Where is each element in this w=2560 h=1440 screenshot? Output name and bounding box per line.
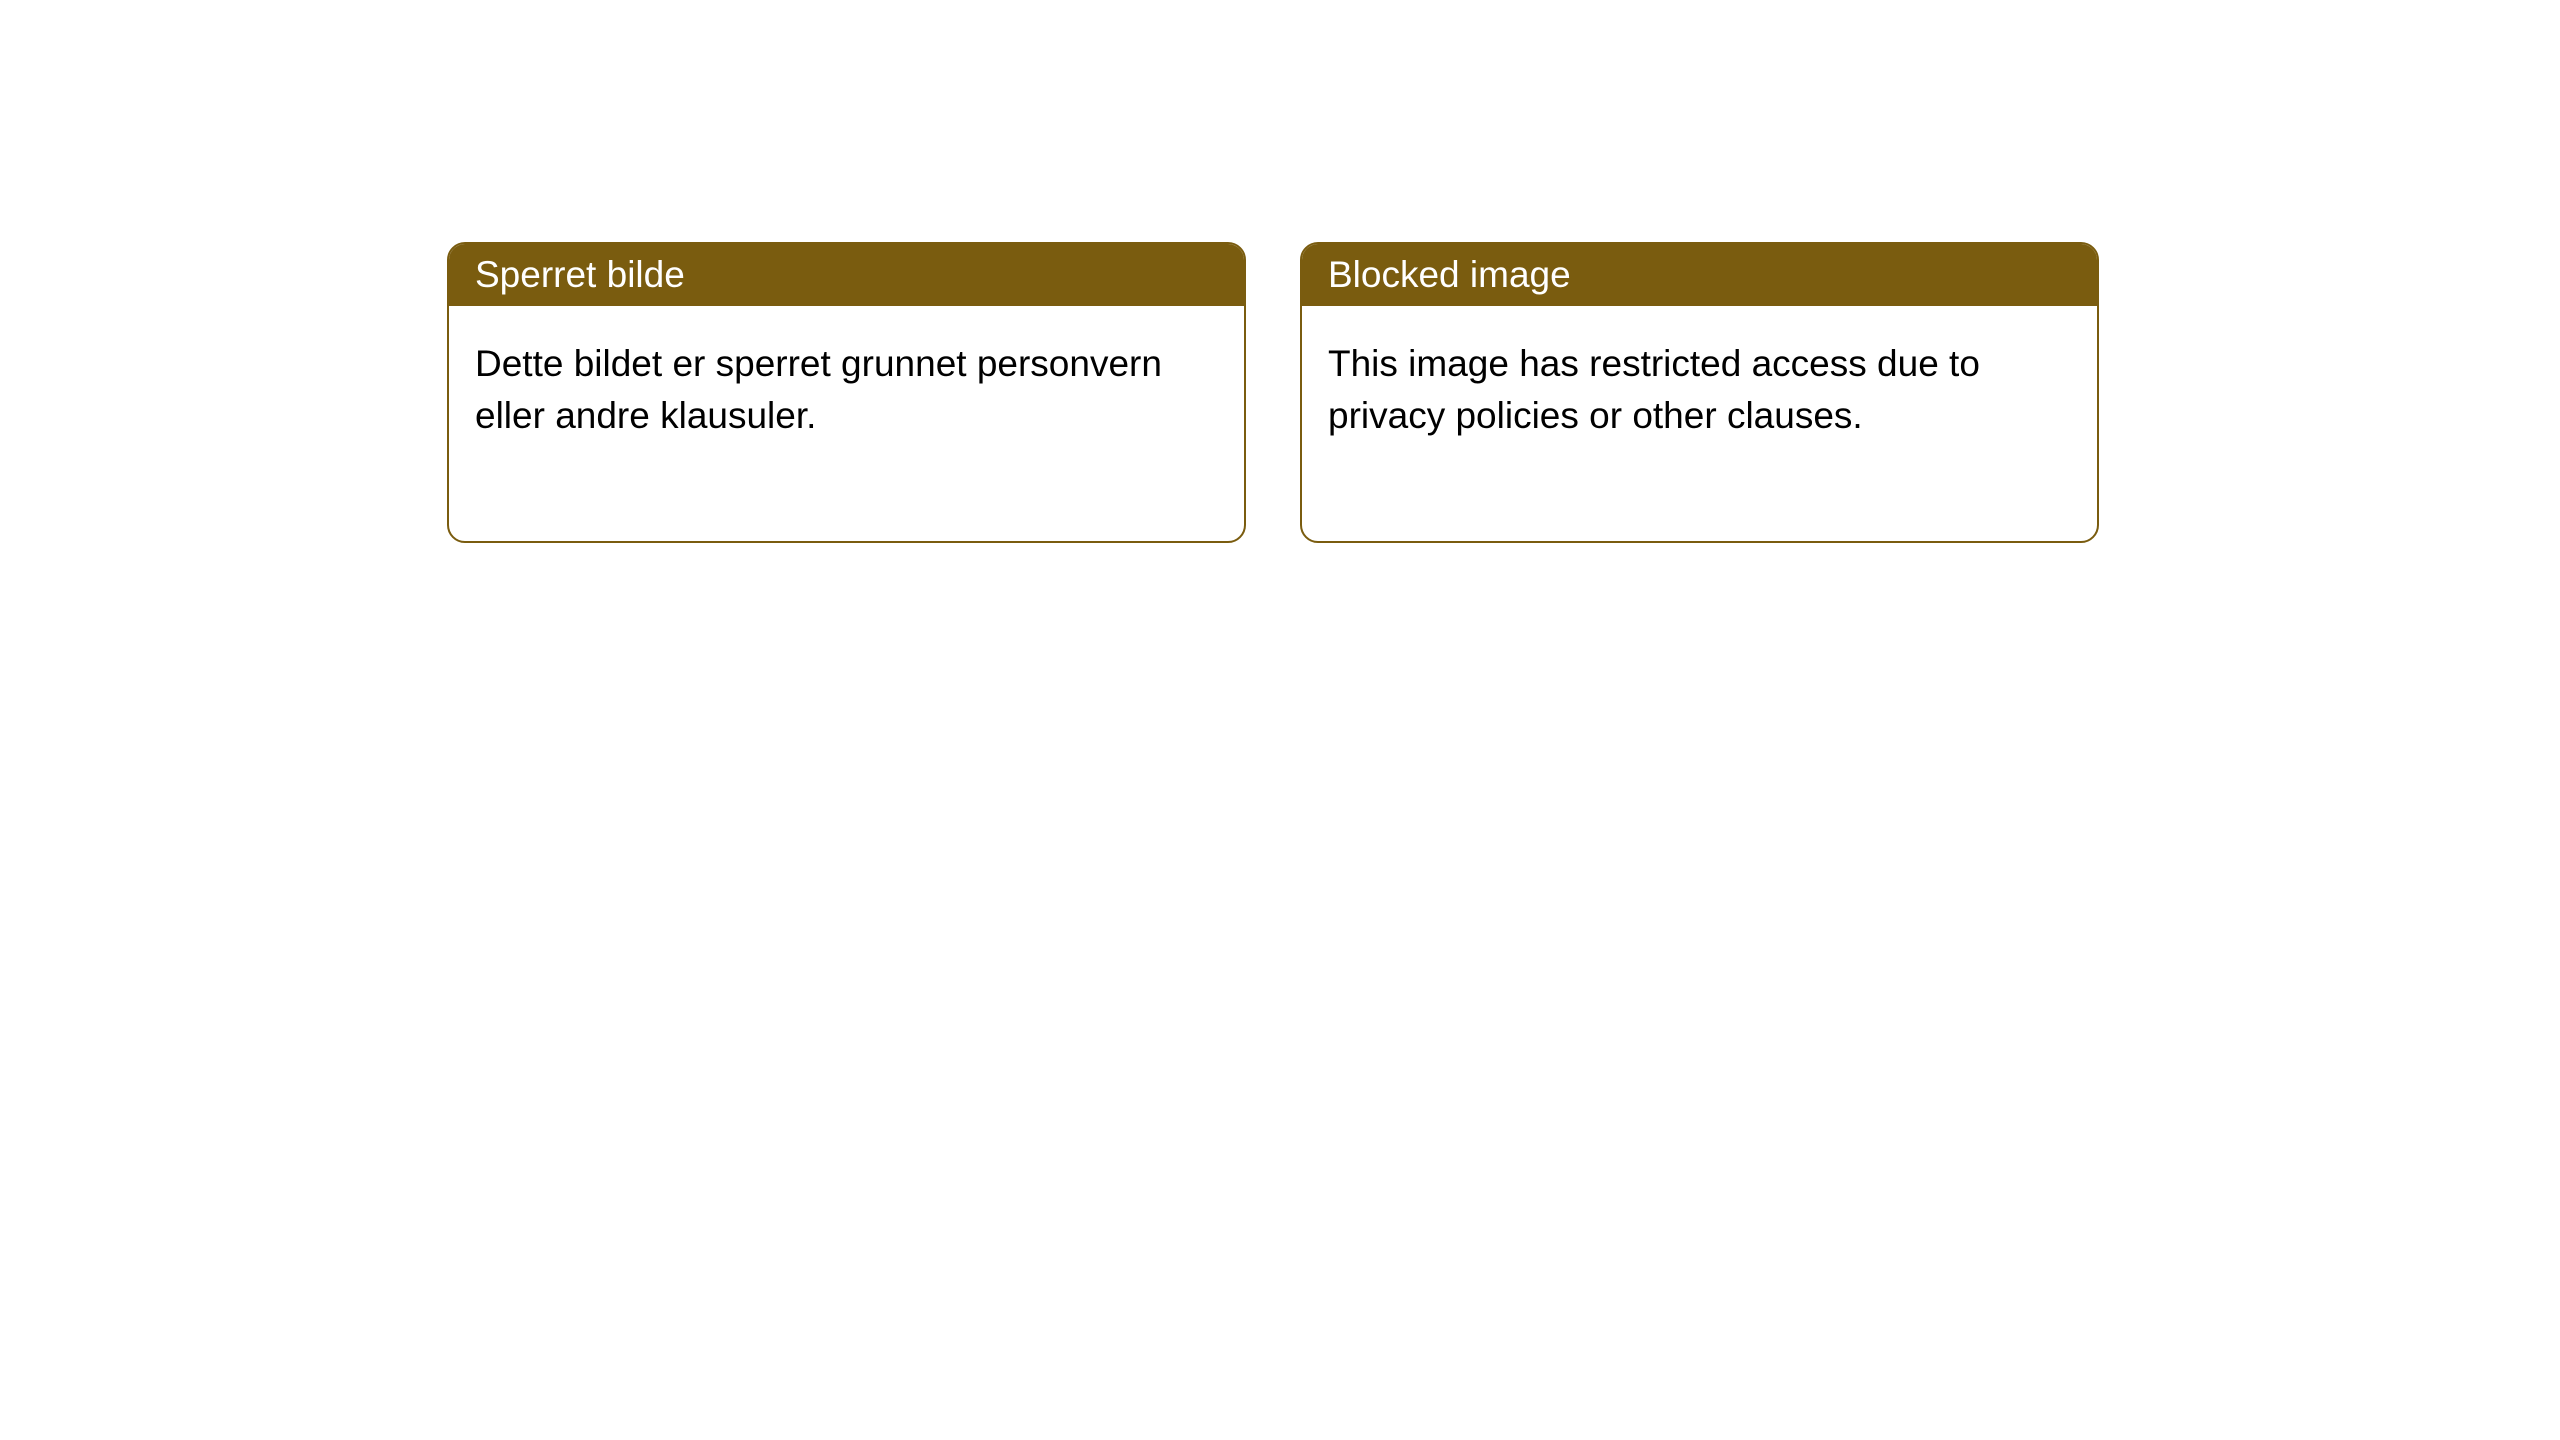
notice-message: Dette bildet er sperret grunnet personve… <box>475 343 1162 436</box>
notice-container: Sperret bilde Dette bildet er sperret gr… <box>447 242 2099 543</box>
notice-header-english: Blocked image <box>1302 244 2097 306</box>
notice-title: Blocked image <box>1328 254 1571 295</box>
notice-header-norwegian: Sperret bilde <box>449 244 1244 306</box>
notice-title: Sperret bilde <box>475 254 685 295</box>
notice-body-english: This image has restricted access due to … <box>1302 306 2097 541</box>
notice-card-english: Blocked image This image has restricted … <box>1300 242 2099 543</box>
notice-message: This image has restricted access due to … <box>1328 343 1980 436</box>
notice-body-norwegian: Dette bildet er sperret grunnet personve… <box>449 306 1244 541</box>
notice-card-norwegian: Sperret bilde Dette bildet er sperret gr… <box>447 242 1246 543</box>
